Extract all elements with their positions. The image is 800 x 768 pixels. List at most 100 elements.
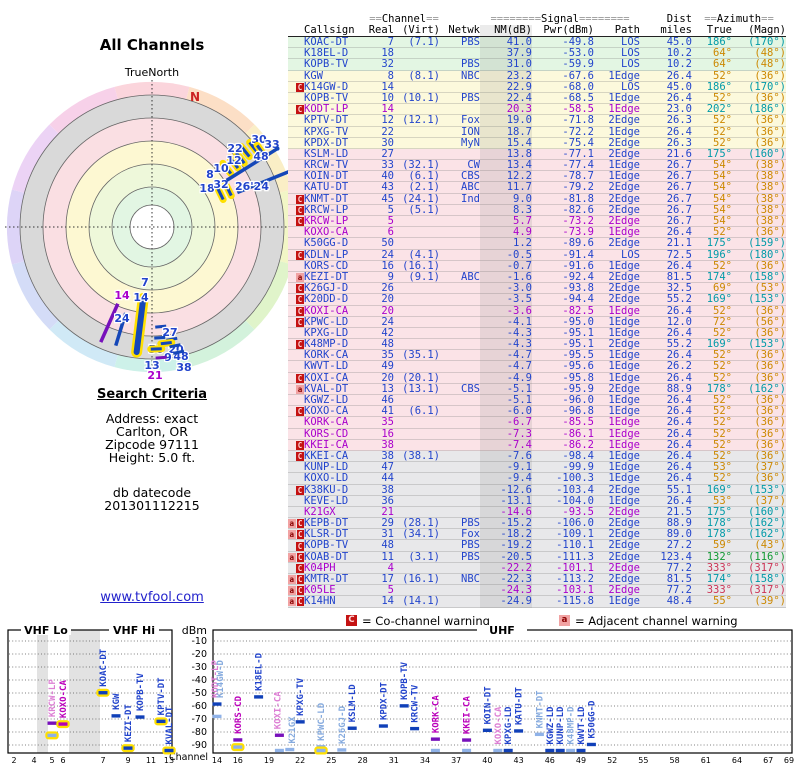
cell-distance: 26.4 [666,350,692,362]
table-row: KEVE-LD 36 -13.1 -104.0 1Edge 26.4 53° (37°) [288,495,786,507]
cell-noise-margin: -7.4 [480,439,532,451]
bar-callsign-label: K21GX [288,716,298,744]
cell-azimuth-magnetic: (160°) [748,506,786,518]
cell-azimuth-magnetic: (36°) [754,473,786,485]
channel-marker-label: 12 [226,154,241,167]
cell-path: 2Edge [608,484,640,496]
col-nm: NM(dB) [480,25,532,36]
cell-real-channel: 38 [381,450,394,462]
bar-callsign-label: KPXG-LD [504,706,514,745]
cell-virtual-channel [394,138,440,149]
cell-distance: 55.1 [666,484,692,496]
signal-bar [123,746,133,750]
tvfool-link[interactable]: www.tvfool.com [100,590,204,605]
cell-noise-margin: 13.4 [480,160,532,172]
cell-noise-margin: -24.9 [480,596,532,608]
table-row: KOXO-LD 44 -9.4 -100.3 1Edge 26.4 52° (36°) [288,473,786,485]
cell-virtual-channel: (28.1) [402,518,440,530]
band-gap-stripe [69,630,100,753]
cell-distance: 123.4 [660,551,692,563]
channel-bearing-line [99,303,120,343]
cell-path: 2Edge [608,216,640,227]
cell-virtual-channel [394,473,440,484]
cell-power: -71.8 [562,115,594,127]
cell-azimuth-true: 52° [713,70,732,82]
cell-noise-margin: -18.2 [480,529,532,541]
cell-callsign: KPTV-DT [304,115,349,127]
cell-network [440,429,480,440]
table-row: KORK-CA 35 (35.1) -4.7 -95.5 1Edge 26.4 52° (36°… [288,350,786,362]
channel-tick [240,145,251,158]
cell-callsign: KPXG-TV [304,126,349,138]
cell-network [440,339,480,350]
cell-path: 1Edge [608,596,640,608]
cell-virtual-channel [394,104,440,115]
cell-noise-margin: -20.5 [480,551,532,563]
cell-power: -103.4 [556,484,594,496]
adjacent-channel-warning-badge: a [288,586,296,596]
cell-power: -95.9 [562,383,594,395]
cell-azimuth-magnetic: (36°) [754,395,786,406]
table-row: C KOXO-CA 41 (6.1) -6.0 -96.8 1Edge 26.4 52° (36°… [288,406,786,418]
cell-distance: 88.9 [666,383,692,395]
cell-virtual-channel [394,429,440,440]
cell-callsign: K26GJ-D [304,283,349,295]
col-pwr: Pwr(dBm) [543,25,594,36]
cell-distance: 21.1 [666,238,692,250]
col-virt: (Virt) [402,25,440,36]
cell-azimuth-true: 175° [706,148,732,160]
col-netwk: Netwk [448,25,480,36]
cell-path: 2Edge [608,518,640,530]
bar-callsign-label: KATU-DT [515,686,525,725]
bar-callsign-label: KGWZ-LD [546,706,556,745]
cell-callsign: KUNP-LD [304,462,349,474]
signal-bar [399,704,409,708]
channel-tick-label: 5 [49,756,54,765]
signal-bar [111,714,121,718]
cell-power: -104.0 [556,495,594,507]
cell-power: -115.8 [556,596,594,608]
cell-virtual-channel [394,395,440,406]
cell-azimuth-true: 52° [713,417,732,429]
cell-power: -95.8 [562,372,594,384]
signal-bar [462,748,472,753]
warning-markers [288,93,304,104]
cell-path: 2Edge [608,551,640,563]
cell-noise-margin: 12.2 [480,171,532,183]
table-row: C KRCW-LP 5 (5.1) 8.3 -82.6 2Edge 26.7 54° (38°) [288,204,786,216]
cell-power: -86.1 [562,428,594,440]
channel-tick [235,152,246,165]
cell-network [440,496,480,507]
cell-azimuth-true: 52° [713,92,732,104]
cell-real-channel: 14 [381,596,394,608]
cell-distance: 26.4 [666,395,692,406]
cell-real-channel: 48 [381,540,394,552]
cell-callsign: KOXO-CA [304,406,349,418]
channel-marker-label: 21 [147,369,162,382]
table-header-columns: Callsign Real (Virt) Netwk NM(dB) Pwr(dB… [288,25,786,37]
co-channel-warning-badge: C [296,485,304,495]
adjacent-channel-legend-text: = Adjacent channel warning [575,614,738,628]
cell-distance: 77.2 [666,562,692,574]
cell-virtual-channel [394,339,440,350]
cell-network: PBS [461,540,480,552]
cell-path: 1Edge [608,160,640,172]
signal-bar-highlight [162,746,176,755]
cell-real-channel: 20 [381,294,394,306]
cell-real-channel: 18 [381,48,394,60]
cell-path: 1Edge [608,406,640,418]
cell-noise-margin: -4.3 [480,327,532,340]
cell-azimuth-true: 54° [713,160,732,172]
cell-azimuth-magnetic: (36°) [754,428,786,440]
cell-real-channel: 24 [381,249,394,261]
cell-noise-margin: 1.2 [480,238,532,250]
cell-azimuth-magnetic: (159°) [748,238,786,250]
cell-virtual-channel: (20.1) [402,372,440,384]
bar-callsign-label: KPDX-DT [379,682,389,721]
cell-real-channel: 50 [381,238,394,250]
cell-azimuth-true: 175° [706,506,732,518]
cell-network: PBS [461,518,480,530]
cell-callsign: K14GW-D [304,81,349,93]
